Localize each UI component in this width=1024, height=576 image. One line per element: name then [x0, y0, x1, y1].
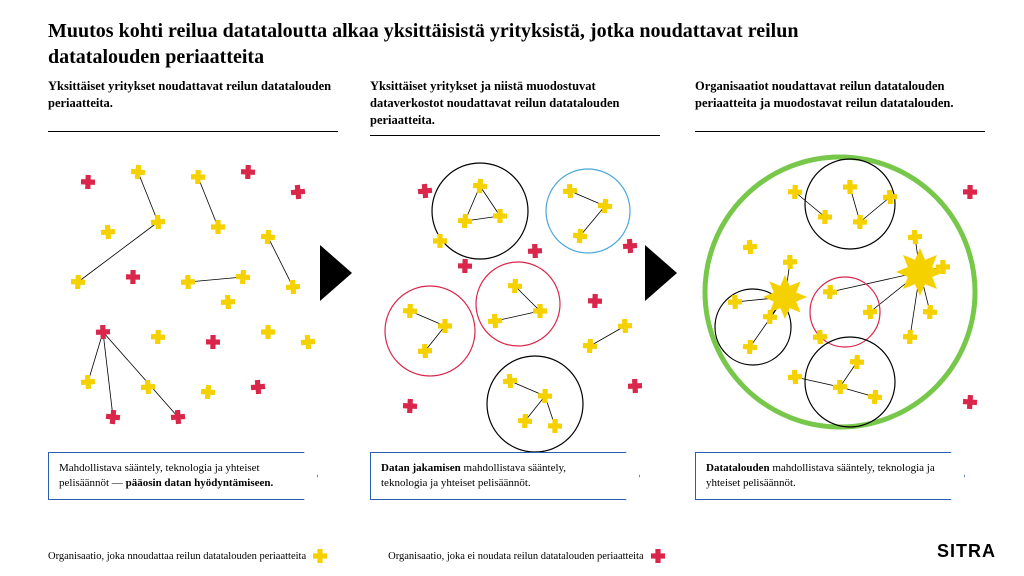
stage-2-diagram	[370, 146, 660, 436]
legend-not-follows-label: Organisaatio, joka ei noudata reilun dat…	[388, 551, 644, 562]
stage-3-caption: Datatalouden mahdollistava sääntely, tek…	[695, 452, 965, 500]
page-title: Muutos kohti reilua datataloutta alkaa y…	[48, 18, 868, 70]
legend-not-follows: Organisaatio, joka ei noudata reilun dat…	[388, 548, 666, 564]
stage-1: Yksittäiset yritykset noudattavat reilun…	[48, 78, 338, 432]
arrow-1-icon	[320, 245, 352, 301]
stage-1-diagram	[48, 142, 338, 432]
stage-2: Yksittäiset yritykset ja niistä muodostu…	[370, 78, 660, 436]
stage-2-heading: Yksittäiset yritykset ja niistä muodostu…	[370, 78, 660, 136]
sitra-logo: SITRA	[937, 541, 996, 562]
arrow-2-icon	[645, 245, 677, 301]
stage-3-diagram	[695, 142, 985, 432]
stage-1-heading: Yksittäiset yritykset noudattavat reilun…	[48, 78, 338, 132]
stage-3-heading: Organisaatiot noudattavat reilun datatal…	[695, 78, 985, 132]
stage-3: Organisaatiot noudattavat reilun datatal…	[695, 78, 985, 432]
legend-follows-label: Organisaatio, joka nnoudattaa reilun dat…	[48, 551, 306, 562]
stage-1-caption: Mahdollistava sääntely, teknologia ja yh…	[48, 452, 318, 500]
legend: Organisaatio, joka nnoudattaa reilun dat…	[48, 548, 666, 564]
plus-yellow-icon	[312, 548, 328, 564]
legend-follows: Organisaatio, joka nnoudattaa reilun dat…	[48, 548, 328, 564]
stage-2-caption: Datan jakamisen mahdollistava sääntely, …	[370, 452, 640, 500]
plus-red-icon	[650, 548, 666, 564]
